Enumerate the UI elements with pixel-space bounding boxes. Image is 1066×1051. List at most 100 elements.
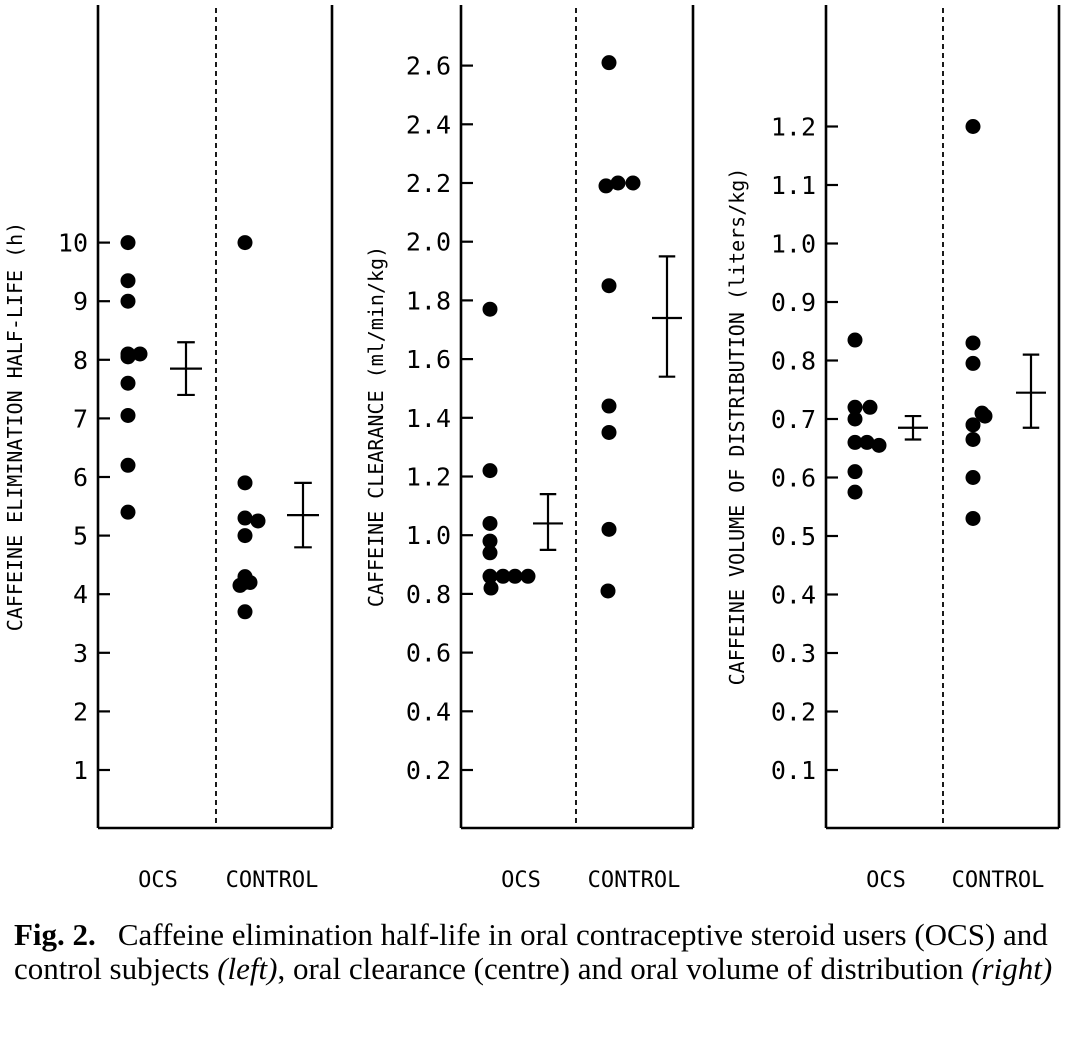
y-tick-label: 2.6 — [406, 52, 451, 81]
data-point — [977, 408, 993, 424]
data-point — [965, 510, 981, 526]
y-tick-label: 1.1 — [771, 171, 816, 200]
data-point — [625, 175, 641, 191]
y-tick-label: 2.0 — [406, 228, 451, 257]
y-tick-label: 8 — [73, 346, 88, 375]
data-point — [871, 437, 887, 453]
data-point — [237, 510, 253, 526]
y-tick-label: 1 — [73, 756, 88, 785]
data-point — [495, 568, 511, 584]
data-point — [120, 273, 136, 289]
data-point — [847, 332, 863, 348]
y-tick-label: 0.9 — [771, 288, 816, 317]
data-point — [120, 407, 136, 423]
category-label-control: CONTROL — [588, 868, 681, 893]
y-tick-label: 1.6 — [406, 345, 451, 374]
data-point — [601, 398, 617, 414]
y-tick-label: 0.4 — [406, 697, 451, 726]
data-point — [120, 457, 136, 473]
data-point — [237, 235, 253, 251]
data-point — [847, 434, 863, 450]
data-point — [601, 278, 617, 294]
data-point — [847, 464, 863, 480]
data-point — [250, 513, 266, 529]
data-point — [482, 515, 498, 531]
data-point — [965, 417, 981, 433]
y-tick-label: 2 — [73, 697, 88, 726]
data-point — [482, 463, 498, 479]
data-point — [847, 399, 863, 415]
y-tick-label: 9 — [73, 287, 88, 316]
data-point — [847, 411, 863, 427]
data-point — [601, 521, 617, 537]
data-point — [482, 545, 498, 561]
panel-clearance: 0.2 0.4 0.6 0.8 1.0 1.2 1.4 1.6 1.8 2.0 2.2 2.4 2.6 C… — [364, 5, 695, 893]
y-tick-label: 5 — [73, 522, 88, 551]
y-tick-label: 0.6 — [406, 639, 451, 668]
y-tick-label: 2.2 — [406, 169, 451, 198]
data-point — [482, 533, 498, 549]
data-point — [237, 528, 253, 544]
data-point — [965, 431, 981, 447]
data-point — [965, 355, 981, 371]
data-point — [862, 399, 878, 415]
y-tick-label: 0.1 — [771, 756, 816, 785]
data-point — [610, 175, 626, 191]
category-label-ocs: OCS — [138, 868, 178, 893]
panel-volume-of-distribution: 0.1 0.2 0.3 0.4 0.5 0.6 0.7 0.8 0.9 1.0 1.1 1.2 CAFF… — [725, 5, 1061, 893]
y-tick-label: 0.4 — [771, 581, 816, 610]
y-tick-label: 0.7 — [771, 405, 816, 434]
y-tick-label: 1.2 — [406, 463, 451, 492]
caption-em-left: (left) — [217, 951, 278, 986]
data-point — [601, 55, 617, 71]
data-point — [965, 119, 981, 134]
data-point — [120, 235, 136, 251]
y-tick-label: 0.2 — [406, 756, 451, 785]
y-axis-label: CAFFEINE ELIMINATION HALF-LIFE (h) — [3, 222, 27, 631]
y-tick-label: 0.2 — [771, 698, 816, 727]
data-point — [965, 470, 981, 485]
data-point — [859, 434, 875, 450]
data-point — [120, 346, 136, 362]
data-point — [847, 484, 863, 500]
figure-panels: 1 2 3 4 5 6 7 8 9 10 CAFFEINE ELIMINATION HALF-LIF… — [3, 5, 1061, 893]
data-point — [600, 583, 616, 599]
caption-text-1: Caffeine elimination half-life in oral c… — [14, 917, 1048, 986]
category-label-ocs: OCS — [501, 868, 541, 893]
y-tick-label: 0.8 — [406, 580, 451, 609]
y-tick-label: 7 — [73, 404, 88, 433]
data-point — [520, 568, 536, 584]
y-tick-label: 1.0 — [771, 230, 816, 259]
y-tick-label: 1.0 — [406, 521, 451, 550]
y-tick-label: 1.8 — [406, 286, 451, 315]
y-tick-label: 1.2 — [771, 113, 816, 142]
data-point — [483, 580, 499, 596]
y-tick-label: 0.3 — [771, 639, 816, 668]
data-point — [507, 568, 523, 584]
y-tick-label: 1.4 — [406, 404, 451, 433]
data-point — [598, 178, 614, 194]
data-point — [482, 301, 498, 317]
data-point — [237, 475, 253, 491]
caption-em-right: (right) — [971, 951, 1053, 986]
y-axis-label: CAFFEINE VOLUME OF DISTRIBUTION (liters/… — [725, 168, 749, 686]
y-tick-label: 3 — [73, 639, 88, 668]
category-label-control: CONTROL — [226, 868, 319, 893]
data-point — [965, 335, 981, 351]
caption-fig-label: Fig. 2. — [14, 917, 96, 952]
caption-text-2: , oral clearance (centre) and oral volum… — [277, 951, 972, 986]
data-point — [601, 424, 617, 440]
data-point — [232, 577, 248, 593]
y-tick-label: 0.8 — [771, 347, 816, 376]
figure-caption: Fig. 2. Caffeine elimination half-life in… — [14, 918, 1059, 986]
y-axis-label: CAFFEINE CLEARANCE (ml/min/kg) — [364, 246, 388, 607]
category-label-control: CONTROL — [952, 868, 1045, 893]
y-tick-label: 4 — [73, 580, 88, 609]
data-point — [482, 568, 498, 584]
data-point — [132, 346, 148, 362]
y-tick-label: 0.6 — [771, 464, 816, 493]
data-point — [237, 604, 253, 620]
data-point — [120, 375, 136, 391]
y-tick-label: 10 — [58, 229, 88, 258]
category-label-ocs: OCS — [866, 868, 906, 893]
